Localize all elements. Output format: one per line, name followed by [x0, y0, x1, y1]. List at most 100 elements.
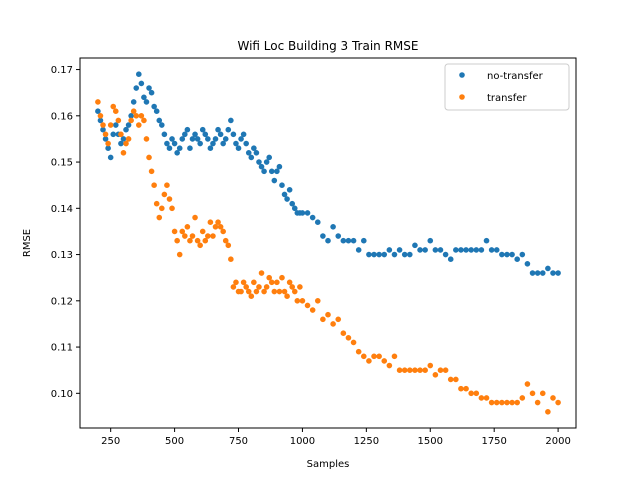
- data-point-transfer: [271, 288, 278, 295]
- data-point-transfer: [202, 237, 209, 244]
- y-tick-label: 0.16: [51, 111, 73, 122]
- data-point-no-transfer: [412, 242, 418, 249]
- data-point-no-transfer: [276, 163, 283, 170]
- y-tick-label: 0.17: [51, 65, 73, 76]
- legend-box: [444, 63, 570, 111]
- data-point-transfer: [210, 233, 216, 239]
- data-point-no-transfer: [130, 99, 137, 105]
- data-point-transfer: [207, 219, 214, 225]
- data-point-transfer: [197, 242, 203, 249]
- data-point-transfer: [468, 390, 474, 397]
- data-point-no-transfer: [161, 131, 168, 138]
- data-point-no-transfer: [271, 177, 278, 184]
- data-point-no-transfer: [391, 251, 398, 258]
- data-point-no-transfer: [253, 150, 260, 156]
- data-point-no-transfer: [210, 140, 216, 147]
- y-tick-label: 0.15: [51, 158, 73, 169]
- data-point-no-transfer: [534, 270, 541, 276]
- data-point-transfer: [123, 140, 129, 147]
- data-point-transfer: [187, 237, 193, 244]
- y-tick-label: 0.11: [51, 343, 73, 354]
- data-point-no-transfer: [550, 270, 556, 276]
- y-tick-label: 0.14: [51, 204, 73, 215]
- data-point-no-transfer: [105, 145, 111, 151]
- data-point-transfer: [432, 372, 439, 378]
- data-point-no-transfer: [453, 247, 459, 253]
- data-point-no-transfer: [519, 251, 526, 258]
- data-point-no-transfer: [355, 247, 362, 253]
- data-point-transfer: [386, 362, 393, 369]
- data-point-transfer: [274, 279, 280, 286]
- data-point-no-transfer: [539, 270, 546, 276]
- data-point-no-transfer: [217, 131, 224, 138]
- data-point-transfer: [97, 113, 104, 119]
- data-point-transfer: [529, 390, 536, 397]
- data-point-transfer: [217, 224, 224, 230]
- data-point-no-transfer: [499, 251, 505, 258]
- y-tick-label: 0.13: [51, 250, 73, 261]
- data-point-transfer: [545, 409, 551, 415]
- data-point-no-transfer: [417, 247, 423, 253]
- data-point-transfer: [519, 395, 526, 401]
- data-point-no-transfer: [156, 117, 163, 124]
- data-point-no-transfer: [279, 182, 285, 188]
- data-point-transfer: [220, 228, 226, 235]
- x-axis-label: Samples: [307, 459, 350, 470]
- data-point-transfer: [261, 288, 267, 295]
- data-point-no-transfer: [256, 159, 262, 165]
- data-point-no-transfer: [514, 256, 520, 262]
- data-point-no-transfer: [245, 150, 252, 156]
- data-point-no-transfer: [340, 237, 347, 244]
- data-point-transfer: [493, 399, 500, 406]
- data-point-no-transfer: [233, 140, 239, 147]
- data-point-transfer: [164, 182, 170, 188]
- data-point-transfer: [366, 358, 372, 364]
- data-point-no-transfer: [243, 140, 249, 147]
- data-point-no-transfer: [366, 251, 372, 258]
- data-point-no-transfer: [164, 140, 170, 147]
- data-point-transfer: [499, 399, 505, 406]
- data-point-no-transfer: [524, 261, 531, 267]
- data-point-transfer: [153, 200, 160, 207]
- plot-frame: [79, 57, 577, 429]
- data-point-transfer: [159, 205, 165, 212]
- data-point-transfer: [309, 307, 316, 313]
- data-point-no-transfer: [141, 94, 147, 101]
- data-point-transfer: [189, 233, 196, 239]
- data-point-no-transfer: [207, 145, 214, 151]
- data-point-transfer: [297, 284, 303, 290]
- data-point-no-transfer: [299, 210, 306, 216]
- data-point-no-transfer: [179, 136, 186, 142]
- data-point-no-transfer: [545, 265, 551, 272]
- data-point-transfer: [281, 288, 288, 295]
- data-point-no-transfer: [386, 247, 393, 253]
- data-point-no-transfer: [286, 187, 293, 193]
- x-tick-label: 1500: [418, 436, 443, 447]
- legend-marker-transfer: [459, 94, 465, 100]
- data-point-transfer: [266, 274, 273, 281]
- data-point-transfer: [148, 168, 155, 175]
- data-point-no-transfer: [184, 126, 191, 133]
- data-point-no-transfer: [330, 224, 336, 230]
- data-point-transfer: [112, 108, 119, 114]
- data-point-no-transfer: [112, 122, 119, 128]
- data-point-transfer: [248, 293, 255, 299]
- data-point-transfer: [463, 385, 469, 392]
- data-point-no-transfer: [123, 126, 129, 133]
- data-point-no-transfer: [468, 247, 474, 253]
- data-point-no-transfer: [463, 247, 469, 253]
- data-point-no-transfer: [266, 154, 273, 161]
- data-point-no-transfer: [284, 196, 290, 202]
- x-tick-label: 750: [229, 436, 248, 447]
- data-point-no-transfer: [159, 122, 165, 128]
- data-point-no-transfer: [478, 247, 485, 253]
- data-point-transfer: [125, 136, 132, 142]
- data-point-no-transfer: [146, 85, 152, 91]
- data-point-transfer: [205, 233, 211, 239]
- data-point-no-transfer: [133, 85, 140, 91]
- data-point-no-transfer: [251, 145, 257, 151]
- legend: no-transfer transfer: [444, 63, 570, 111]
- data-point-transfer: [133, 113, 140, 119]
- data-point-transfer: [279, 274, 285, 281]
